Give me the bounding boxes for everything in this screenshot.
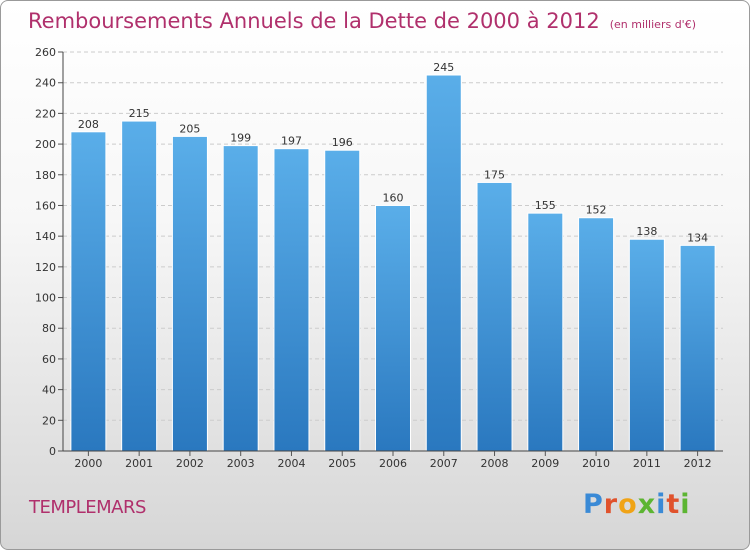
bar-value-label: 245 (433, 61, 454, 74)
y-tick-label: 180 (35, 169, 56, 182)
logo-letter: i (656, 489, 667, 520)
bar-value-label: 160 (383, 191, 404, 204)
x-tick-label: 2012 (684, 457, 712, 470)
chart-subtitle: (en milliers d'€) (609, 18, 696, 31)
chart-title: Remboursements Annuels de la Dette de 20… (28, 9, 696, 33)
y-tick-label: 120 (35, 261, 56, 274)
bar (476, 181, 513, 452)
y-tick-label: 260 (35, 46, 56, 59)
y-tick-label: 220 (35, 107, 56, 120)
x-tick-label: 2008 (481, 457, 509, 470)
x-tick-label: 2003 (227, 457, 255, 470)
proxiti-logo: Proxiti (583, 489, 691, 520)
y-tick-label: 80 (42, 322, 56, 335)
bar (222, 145, 259, 452)
x-tick-label: 2004 (277, 457, 305, 470)
y-tick-label: 0 (49, 445, 56, 458)
bar-value-label: 196 (332, 136, 353, 149)
y-tick-label: 40 (42, 384, 56, 397)
bar-value-label: 152 (586, 204, 607, 217)
x-tick-label: 2000 (74, 457, 102, 470)
bar (679, 244, 716, 452)
bar (375, 204, 411, 452)
bar-value-label: 197 (281, 135, 302, 148)
y-tick-label: 100 (35, 292, 56, 305)
commune-name: TEMPLEMARS (29, 497, 146, 518)
x-tick-label: 2005 (328, 457, 356, 470)
bar-value-label: 134 (687, 231, 708, 244)
bar-value-label: 205 (179, 122, 200, 135)
bar-value-label: 138 (636, 225, 657, 238)
y-tick-label: 140 (35, 230, 56, 243)
bar (425, 74, 462, 452)
bar-value-label: 175 (484, 168, 505, 181)
y-tick-label: 160 (35, 199, 56, 212)
bar-value-label: 208 (78, 118, 99, 131)
chart-title-text: Remboursements Annuels de la Dette de 20… (28, 9, 600, 33)
logo-letter: i (680, 489, 691, 520)
x-tick-label: 2010 (582, 457, 610, 470)
bar-value-label: 199 (230, 132, 251, 145)
bar (324, 149, 361, 452)
logo-letter: x (637, 489, 657, 520)
x-tick-label: 2007 (430, 457, 458, 470)
bar (121, 120, 158, 452)
logo-letter: o (618, 489, 638, 520)
bar (273, 148, 310, 452)
bar (628, 238, 665, 452)
x-tick-label: 2006 (379, 457, 407, 470)
bar (171, 135, 208, 452)
bar (70, 131, 107, 452)
y-tick-label: 20 (42, 414, 56, 427)
y-tick-label: 240 (35, 77, 56, 90)
y-tick-label: 60 (42, 353, 56, 366)
bar-value-label: 155 (535, 199, 556, 212)
bar (578, 217, 615, 452)
logo-letter: t (666, 489, 681, 520)
x-tick-label: 2009 (531, 457, 559, 470)
bar-value-label: 215 (129, 107, 150, 120)
x-tick-label: 2002 (176, 457, 204, 470)
x-tick-label: 2001 (125, 457, 153, 470)
x-tick-label: 2011 (633, 457, 661, 470)
logo-letter: r (603, 489, 619, 520)
y-tick-label: 200 (35, 138, 56, 151)
logo-letter: P (583, 489, 604, 520)
bar (527, 212, 564, 452)
